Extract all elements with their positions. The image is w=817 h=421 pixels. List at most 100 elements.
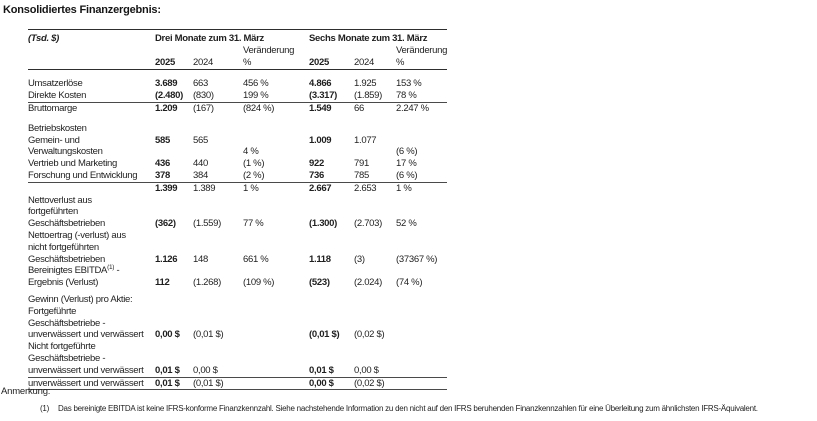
col-header-pct-3m: % <box>243 56 310 71</box>
footnote-text: Das bereinigte EBITDA ist keine IFRS-kon… <box>58 404 758 413</box>
value-cell: 1 % <box>396 182 412 194</box>
table-row: Nettoertrag (-verlust) aus <box>28 230 447 242</box>
value-cell <box>193 242 243 254</box>
value-cell: 1.399 <box>155 182 178 194</box>
value-cell <box>155 306 193 318</box>
value-cell <box>396 265 447 277</box>
col-header-2025-6m: 2025 <box>309 56 355 71</box>
value-cell: (1.559) <box>193 218 222 230</box>
value-cell: (3) <box>354 253 365 265</box>
value-cell: (6 %) <box>396 146 418 158</box>
table-row: nicht fortgeführten <box>28 242 447 254</box>
value-cell <box>243 242 309 254</box>
value-cell <box>193 230 243 242</box>
value-cell: (2.703) <box>354 218 383 230</box>
value-cell: 785 <box>354 169 397 183</box>
row-label: Ergebnis (Verlust) <box>28 277 99 289</box>
value-cell <box>354 318 396 330</box>
value-cell: 922 <box>309 158 324 170</box>
value-cell: 153 % <box>396 78 422 90</box>
value-cell <box>396 306 447 318</box>
value-cell <box>354 123 396 135</box>
unit-label: (Tsd. $) <box>28 33 60 44</box>
table-row: Betriebskosten <box>28 123 447 135</box>
value-cell <box>243 364 310 378</box>
table-row: Direkte Kosten (2.480) (830) 199 % (3.317) (1… <box>28 90 448 103</box>
col-header-2024-3m: 2024 <box>193 56 243 71</box>
value-cell <box>155 294 193 306</box>
financial-table-body: Umsatzerlöse 3.689 663 456 % 4.866 1.925 153 %… <box>28 70 448 391</box>
value-cell <box>396 135 447 147</box>
table-row: Geschäftsbetriebe - <box>28 353 447 365</box>
value-cell: (3.317) <box>309 90 355 103</box>
value-cell: (0,02 $) <box>354 377 397 391</box>
value-cell <box>354 341 396 353</box>
value-cell <box>309 230 354 242</box>
value-cell <box>155 242 193 254</box>
value-cell <box>309 123 354 135</box>
row-label: nicht fortgeführten <box>28 241 99 253</box>
table-row: unverwässert und verwässert 0,01 $ (0,01 $… <box>28 377 448 391</box>
value-cell <box>396 123 447 135</box>
value-cell: 2.247 % <box>396 102 429 114</box>
value-cell: 112 <box>155 277 170 289</box>
value-cell: 66 <box>354 102 364 114</box>
value-cell <box>243 265 309 277</box>
row-label <box>28 182 155 194</box>
value-cell: 791 <box>354 158 369 170</box>
value-cell <box>396 230 447 242</box>
value-cell: 1.009 <box>309 134 332 146</box>
value-cell <box>354 294 396 306</box>
row-label: Nettoertrag (-verlust) aus <box>28 229 126 241</box>
value-cell <box>193 206 243 218</box>
value-cell: 0,00 $ <box>354 364 397 378</box>
value-cell <box>309 206 354 218</box>
value-cell <box>396 377 448 391</box>
value-cell: 1.209 <box>155 102 178 114</box>
value-cell <box>155 265 193 277</box>
group-header-row: (Tsd. $) Drei Monate zum 31. März Sechs … <box>28 30 447 45</box>
col-header-2024-6m: 2024 <box>354 56 397 71</box>
value-cell <box>155 353 193 365</box>
value-cell: (2 %) <box>243 169 310 183</box>
value-cell <box>396 195 447 207</box>
value-cell <box>309 294 354 306</box>
value-cell: 1.549 <box>309 102 332 114</box>
value-cell: 199 % <box>243 90 310 103</box>
col-header-pct-6m: % <box>396 56 448 71</box>
year-header-row: 2025 2024 % 2025 2024 % <box>28 56 448 71</box>
value-cell: 77 % <box>243 218 264 230</box>
value-cell: 378 <box>155 169 193 183</box>
value-cell: 565 <box>193 134 208 146</box>
row-label: Betriebskosten <box>28 122 87 134</box>
row-label: Gewinn (Verlust) pro Aktie: <box>28 293 133 305</box>
value-cell <box>396 329 447 341</box>
table-row: Ergebnis (Verlust) 112 (1.268) (109 %) (523)… <box>28 277 447 289</box>
value-cell: 663 <box>193 78 208 90</box>
group-header-three-months: Drei Monate zum 31. März <box>155 33 264 44</box>
value-cell: 1.389 <box>193 182 216 194</box>
row-label: fortgeführten <box>28 206 78 218</box>
row-label: Geschäftsbetriebe - <box>28 352 106 364</box>
value-cell: 736 <box>309 169 355 183</box>
value-cell: (523) <box>309 277 330 289</box>
value-cell: (2.024) <box>354 277 383 289</box>
row-label: Bruttomarge <box>28 102 77 114</box>
value-cell: 456 % <box>243 78 269 90</box>
value-cell <box>354 195 396 207</box>
value-cell: 0,00 $ <box>309 377 355 391</box>
value-cell <box>243 377 310 391</box>
row-label: Fortgeführte <box>28 305 77 317</box>
table-row: Geschäftsbetrieben (362) (1.559) 77 % (1.300… <box>28 218 447 230</box>
row-label: Geschäftsbetrieben <box>28 253 105 265</box>
value-cell <box>193 306 243 318</box>
value-cell <box>354 306 396 318</box>
table-row: unverwässert und verwässert 0,00 $ (0,01 $… <box>28 329 447 341</box>
value-cell <box>193 265 243 277</box>
value-cell <box>193 294 243 306</box>
value-cell <box>193 195 243 207</box>
value-cell <box>243 206 309 218</box>
table-row: Vertrieb und Marketing 436 440 (1 %) 922 791 1… <box>28 158 447 170</box>
row-label: Geschäftsbetrieben <box>28 218 105 230</box>
